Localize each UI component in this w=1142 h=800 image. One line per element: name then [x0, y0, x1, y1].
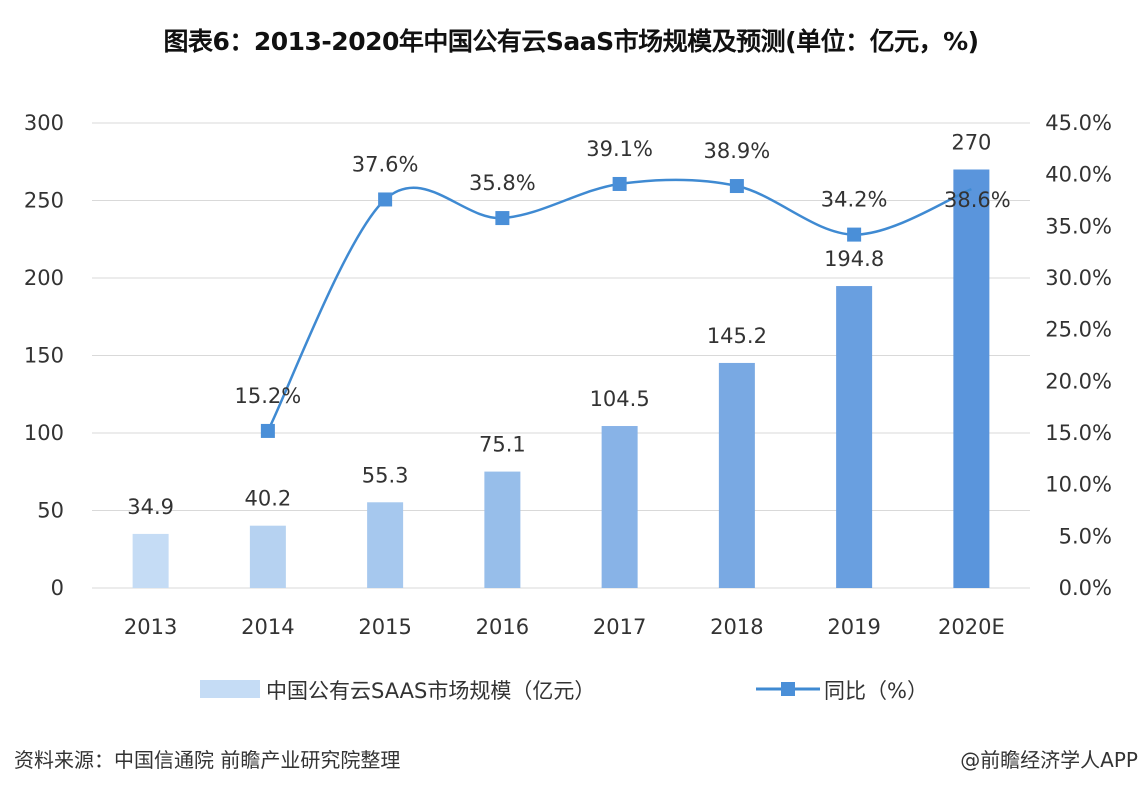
legend-line-label: 同比（%） [824, 679, 928, 703]
line-marker [495, 211, 510, 226]
line-data-label: 37.6% [352, 152, 419, 176]
x-tick-label: 2013 [124, 615, 177, 639]
bar [367, 502, 404, 588]
line-data-label: 35.8% [469, 171, 536, 195]
line-marker [612, 176, 627, 191]
legend-bar-swatch [200, 680, 260, 698]
line-marker [260, 423, 275, 438]
bar-data-label: 55.3 [362, 463, 409, 487]
x-tick-label: 2017 [593, 615, 646, 639]
x-tick-label: 2014 [241, 615, 294, 639]
right-tick-label: 30.0% [1045, 266, 1112, 290]
source-note: 资料来源：中国信通院 前瞻产业研究院整理 [14, 748, 401, 772]
bar-data-label: 194.8 [824, 247, 884, 271]
x-tick-label: 2019 [827, 615, 880, 639]
line-data-label: 39.1% [586, 137, 653, 161]
right-tick-label: 40.0% [1045, 163, 1112, 187]
left-tick-label: 100 [24, 421, 64, 445]
bar-data-label: 34.9 [127, 495, 174, 519]
bar [132, 533, 169, 588]
left-tick-label: 300 [24, 111, 64, 135]
x-tick-label: 2016 [476, 615, 529, 639]
legend-line-marker [781, 682, 795, 696]
line-marker [378, 192, 393, 207]
left-tick-label: 0 [51, 576, 64, 600]
bar [718, 362, 755, 588]
chart-title: 图表6：2013-2020年中国公有云SaaS市场规模及预测(单位：亿元，%) [163, 27, 979, 56]
bar-data-label: 104.5 [590, 387, 650, 411]
bar-data-label: 75.1 [479, 433, 526, 457]
bar-data-label: 40.2 [244, 487, 291, 511]
credit-note: @前瞻经济学人APP [960, 748, 1138, 772]
legend-bar-label: 中国公有云SAAS市场规模（亿元） [266, 679, 595, 703]
x-tick-label: 2018 [710, 615, 763, 639]
right-tick-label: 45.0% [1045, 111, 1112, 135]
bar [836, 286, 873, 588]
right-tick-label: 15.0% [1045, 421, 1112, 445]
bar-data-label: 270 [951, 131, 991, 155]
right-tick-label: 0.0% [1059, 576, 1112, 600]
x-tick-label: 2015 [358, 615, 411, 639]
line-marker [729, 179, 744, 194]
bar-data-label: 145.2 [707, 324, 767, 348]
x-tick-label: 2020E [938, 615, 1005, 639]
left-tick-label: 50 [37, 499, 64, 523]
right-tick-label: 5.0% [1059, 524, 1112, 548]
right-tick-label: 25.0% [1045, 318, 1112, 342]
bar [249, 525, 286, 588]
line-data-label: 15.2% [235, 384, 302, 408]
left-tick-label: 250 [24, 189, 64, 213]
right-tick-label: 35.0% [1045, 214, 1112, 238]
line-data-label: 38.9% [704, 139, 771, 163]
right-tick-label: 20.0% [1045, 369, 1112, 393]
line-data-label: 34.2% [821, 188, 888, 212]
left-tick-label: 150 [24, 344, 64, 368]
right-tick-label: 10.0% [1045, 473, 1112, 497]
left-tick-label: 200 [24, 266, 64, 290]
line-data-label: 38.6% [944, 188, 1011, 212]
bar [953, 169, 990, 588]
line-marker [847, 227, 862, 242]
bar [601, 426, 638, 588]
bar [484, 471, 521, 588]
